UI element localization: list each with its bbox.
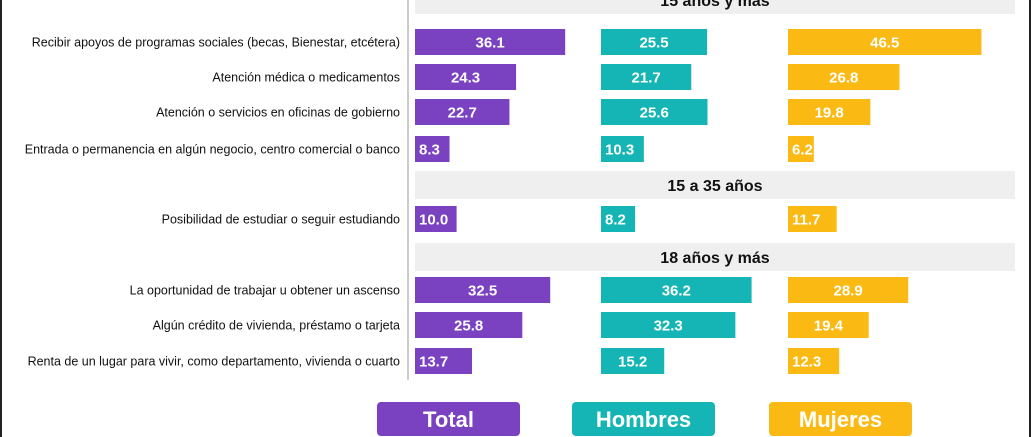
bar-total [415, 99, 510, 125]
bar-mujeres [788, 64, 900, 90]
bar-total [415, 312, 523, 338]
category-label: Atención o servicios en oficinas de gobi… [156, 106, 400, 120]
bar-hombres [601, 99, 708, 125]
section-band [415, 0, 1015, 14]
bar-value-label: 24.3 [451, 70, 480, 87]
bar-value-label: 11.7 [792, 212, 820, 229]
category-label: La oportunidad de trabajar u obtener un … [130, 284, 400, 298]
bar-value-label: 32.3 [654, 318, 683, 335]
bar-mujeres [788, 312, 869, 338]
bar-value-label: 19.8 [815, 105, 844, 122]
bar-hombres [601, 277, 752, 303]
category-label: Renta de un lugar para vivir, como depar… [28, 355, 400, 369]
category-label: Recibir apoyos de programas sociales (be… [32, 36, 400, 50]
bar-mujeres [788, 277, 909, 303]
section-title: 15 años y más [660, 0, 770, 10]
bar-hombres [601, 348, 665, 374]
bar-value-label: 22.7 [448, 105, 477, 122]
section-band [415, 243, 1015, 271]
bar-mujeres [788, 348, 840, 374]
legend-swatch-hombres [572, 402, 715, 436]
bar-value-label: 28.9 [834, 283, 863, 300]
bar-value-label: 6.2 [792, 142, 813, 159]
bar-mujeres [788, 99, 871, 125]
category-label: Algún crédito de vivienda, préstamo o ta… [153, 319, 400, 333]
bar-value-label: 25.5 [639, 35, 668, 52]
bar-mujeres [788, 136, 814, 162]
bar-value-label: 15.2 [618, 354, 647, 371]
legend-swatch-total [377, 402, 520, 436]
bar-total [415, 206, 457, 232]
bar-value-label: 25.6 [640, 105, 669, 122]
bar-hombres [601, 29, 708, 55]
bar-total [415, 277, 551, 303]
bar-value-label: 36.2 [662, 283, 691, 300]
bar-mujeres [788, 29, 982, 55]
bar-value-label: 26.8 [829, 70, 858, 87]
bar-value-label: 46.5 [870, 35, 899, 52]
bar-total [415, 29, 566, 55]
bar-value-label: 36.1 [475, 35, 504, 52]
category-label: Entrada o permanencia en algún negocio, … [25, 143, 400, 157]
bar-hombres [601, 64, 692, 90]
bar-total [415, 64, 517, 90]
bar-hombres [601, 136, 644, 162]
bar-total [415, 136, 450, 162]
bar-value-label: 21.7 [632, 70, 661, 87]
bar-hombres [601, 312, 736, 338]
bar-value-label: 8.2 [605, 212, 626, 229]
bar-value-label: 19.4 [814, 318, 844, 335]
legend-label-total: Total [423, 407, 474, 432]
bar-value-label: 8.3 [419, 142, 440, 159]
category-label: Posibilidad de estudiar o seguir estudia… [162, 213, 400, 227]
section-title: 18 años y más [660, 250, 770, 267]
bar-value-label: 32.5 [468, 283, 497, 300]
section-title: 15 a 35 años [667, 178, 762, 195]
bar-hombres [601, 206, 636, 232]
bar-total [415, 348, 472, 374]
category-label: Atención médica o medicamentos [212, 71, 400, 85]
bar-mujeres [788, 206, 837, 232]
bar-value-label: 10.0 [419, 212, 448, 229]
bar-value-label: 25.8 [454, 318, 483, 335]
legend-swatch-mujeres [769, 402, 912, 436]
bar-value-label: 12.3 [792, 354, 821, 371]
legend-label-mujeres: Mujeres [799, 407, 882, 432]
bar-value-label: 10.3 [605, 142, 634, 159]
bar-value-label: 13.7 [419, 354, 448, 371]
section-band [415, 171, 1015, 199]
legend-label-hombres: Hombres [596, 407, 691, 432]
